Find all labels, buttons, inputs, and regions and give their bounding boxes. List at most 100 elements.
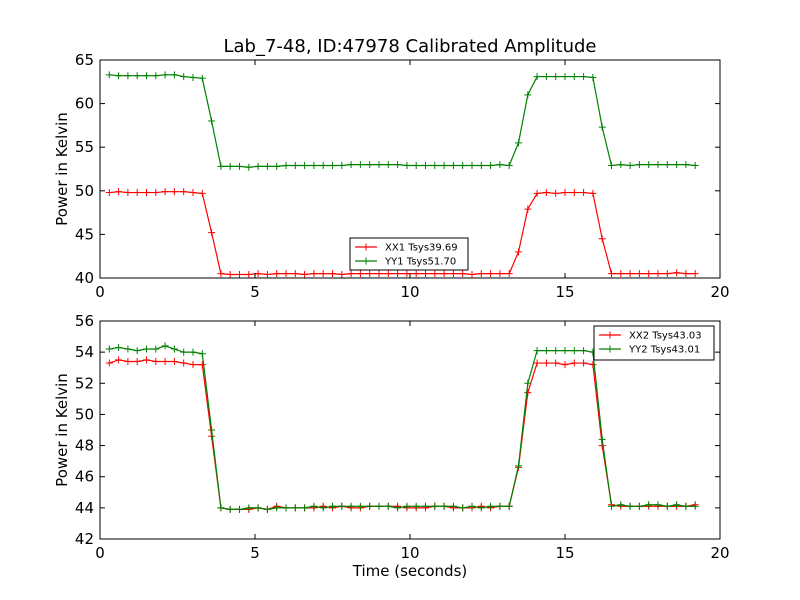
- subplot-2: 0 5 10 15 20 42 44 46 48 50 52 54 56 Power in Kelvin T…: [53, 312, 730, 580]
- data-point: [431, 502, 439, 510]
- data-point: [524, 91, 532, 99]
- data-point: [449, 162, 457, 170]
- data-point: [152, 357, 160, 365]
- y-tick-label: 44: [75, 499, 94, 517]
- legend: XX1 Tsys39.69 YY1 Tsys51.70: [349, 237, 469, 271]
- data-point: [635, 502, 643, 510]
- data-point: [189, 361, 197, 369]
- data-point: [487, 270, 495, 278]
- y-tick-label: 60: [75, 95, 94, 113]
- data-point: [533, 189, 541, 197]
- data-point: [487, 502, 495, 510]
- data-point: [384, 502, 392, 510]
- data-point: [291, 504, 299, 512]
- x-tick-label: 0: [95, 544, 105, 562]
- data-point: [496, 270, 504, 278]
- data-point: [245, 163, 253, 171]
- data-point: [477, 504, 485, 512]
- data-point: [580, 189, 588, 197]
- data-point: [449, 502, 457, 510]
- data-point: [412, 502, 420, 510]
- data-point: [663, 161, 671, 169]
- data-point: [542, 73, 550, 81]
- x-tick-label: 5: [250, 283, 260, 301]
- data-point: [533, 347, 541, 355]
- data-point: [552, 359, 560, 367]
- data-point: [524, 379, 532, 387]
- legend-marker: [606, 345, 614, 353]
- data-point: [319, 270, 327, 278]
- legend-marker: [362, 243, 370, 251]
- data-point: [459, 270, 467, 278]
- y-tick-label: 65: [75, 51, 94, 69]
- data-point: [301, 271, 309, 278]
- series-2-2: [105, 342, 699, 513]
- data-point: [338, 502, 346, 510]
- legend: XX2 Tsys43.03 YY2 Tsys43.01: [593, 325, 715, 361]
- data-point: [542, 189, 550, 197]
- data-point: [468, 502, 476, 510]
- y-axis-label: Power in Kelvin: [53, 373, 71, 487]
- data-point: [561, 189, 569, 197]
- data-point: [329, 270, 336, 278]
- y-tick-label: 52: [75, 374, 94, 392]
- data-point: [431, 270, 439, 278]
- data-point: [542, 359, 550, 367]
- data-point: [310, 270, 318, 278]
- data-point: [133, 347, 141, 355]
- data-point: [570, 73, 578, 81]
- data-point: [533, 359, 541, 367]
- data-point: [310, 502, 318, 510]
- data-point: [608, 162, 615, 170]
- data-point: [626, 270, 634, 278]
- data-point: [682, 502, 690, 510]
- data-point: [375, 502, 383, 510]
- data-point: [329, 162, 336, 170]
- data-point: [263, 162, 271, 170]
- data-point: [412, 270, 420, 278]
- data-point: [422, 270, 429, 278]
- y-tick-label: 56: [75, 312, 94, 330]
- data-point: [589, 73, 597, 81]
- data-point: [580, 73, 588, 81]
- data-point: [654, 161, 662, 169]
- data-point: [635, 270, 643, 278]
- data-point: [533, 73, 541, 81]
- data-point: [161, 342, 169, 350]
- data-point: [626, 162, 634, 170]
- y-tick-label: 42: [75, 530, 94, 548]
- data-point: [152, 72, 160, 80]
- y-tick-label: 55: [75, 138, 94, 156]
- data-point: [515, 462, 522, 470]
- data-point: [468, 162, 476, 170]
- data-point: [170, 345, 178, 353]
- data-point: [208, 426, 216, 434]
- y-tick-label: 48: [75, 437, 94, 455]
- data-point: [487, 162, 495, 170]
- data-point: [115, 188, 123, 196]
- x-tick-label: 15: [555, 544, 574, 562]
- y-tick-label: 50: [75, 182, 94, 200]
- legend-label: XX2 Tsys43.03: [629, 331, 702, 342]
- data-point: [263, 505, 271, 513]
- data-point: [105, 71, 113, 79]
- data-point: [254, 270, 262, 278]
- data-point: [198, 361, 206, 369]
- data-point: [384, 161, 392, 169]
- data-point: [422, 502, 429, 510]
- data-point: [143, 72, 150, 80]
- data-point: [282, 270, 290, 278]
- data-point: [180, 73, 188, 81]
- series-line-2: [109, 345, 696, 511]
- data-point: [263, 271, 271, 278]
- data-point: [505, 270, 513, 278]
- data-point: [180, 359, 188, 367]
- data-point: [682, 161, 690, 169]
- legend-label: YY1 Tsys51.70: [384, 257, 456, 268]
- data-point: [626, 502, 634, 510]
- data-point: [217, 270, 225, 278]
- data-point: [338, 271, 346, 278]
- data-point: [552, 73, 560, 81]
